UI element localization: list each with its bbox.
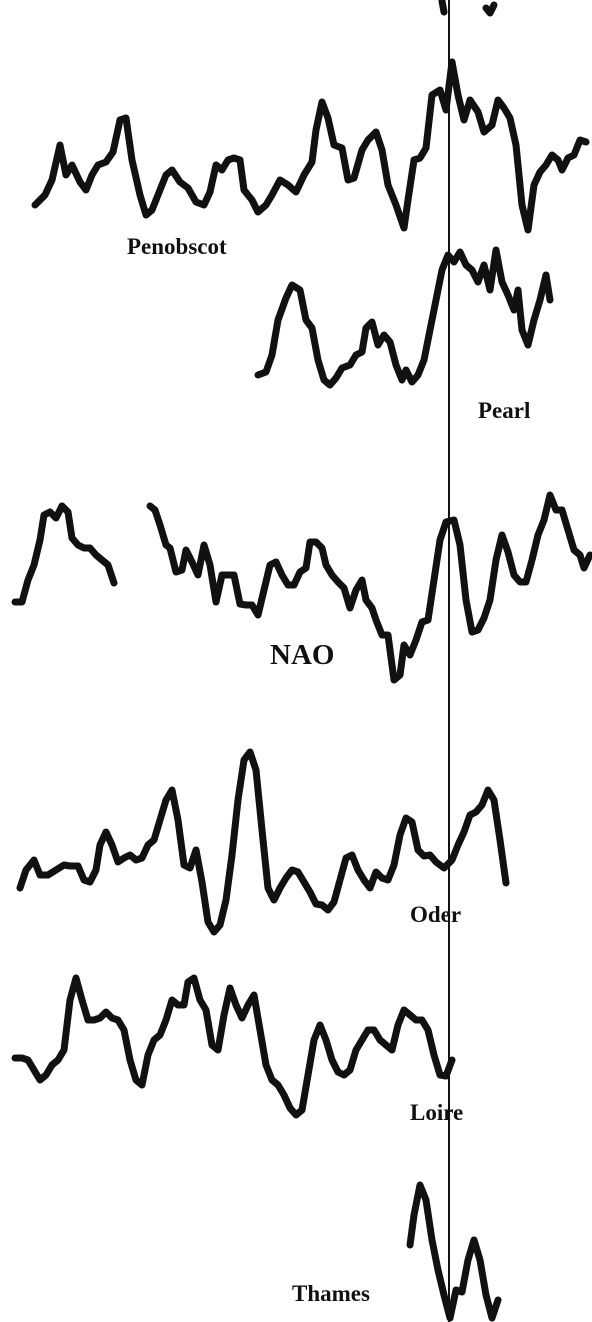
series-line-nao-1 (11, 502, 118, 606)
series-lines (11, 0, 592, 1322)
series-label-nao: NAO (270, 639, 334, 671)
series-line-fragment-7 (482, 1, 498, 17)
series-label-thames: Thames (292, 1281, 370, 1306)
series-line-oder (16, 748, 510, 936)
series-line-thames (406, 1181, 502, 1322)
series-line-nao-2 (146, 491, 592, 684)
series-line-loire (11, 974, 456, 1119)
series-labels: Penobscot Pearl NAO Oder Loire Thames (127, 234, 530, 1306)
series-line-pearl (254, 246, 554, 389)
series-label-loire: Loire (410, 1100, 463, 1125)
series-label-penobscot: Penobscot (127, 234, 227, 259)
series-label-oder: Oder (410, 902, 461, 927)
series-line-fragment-6 (438, 0, 448, 16)
series-label-pearl: Pearl (478, 398, 530, 423)
series-line-penobscot (31, 58, 590, 234)
